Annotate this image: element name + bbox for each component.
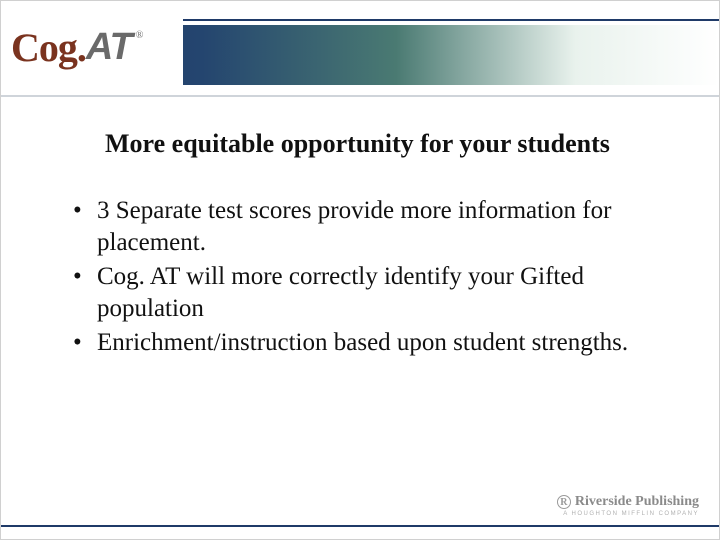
registered-icon: ®: [136, 30, 144, 41]
header-underline: [1, 95, 719, 97]
list-item: Enrichment/instruction based upon studen…: [67, 327, 659, 359]
logo-cog: Cog.: [11, 28, 86, 68]
brand-logo: Cog. AT ®: [1, 1, 183, 95]
list-item: 3 Separate test scores provide more info…: [67, 195, 659, 259]
bottom-divider: [1, 525, 719, 527]
publisher-mark-icon: R: [557, 495, 571, 509]
publisher-subtitle: A HOUGHTON MIFFLIN COMPANY: [563, 511, 699, 517]
slide: Cog. AT ® More equitable opportunity for…: [0, 0, 720, 540]
brand-logo-text: Cog. AT ®: [11, 28, 143, 68]
list-item: Cog. AT will more correctly identify you…: [67, 261, 659, 325]
publisher-logo: R Riverside Publishing A HOUGHTON MIFFLI…: [557, 494, 699, 517]
bullet-list: 3 Separate test scores provide more info…: [67, 195, 659, 361]
slide-title: More equitable opportunity for your stud…: [105, 129, 610, 159]
publisher-row: R Riverside Publishing: [557, 494, 699, 510]
logo-at: AT: [86, 28, 132, 66]
publisher-name: Riverside Publishing: [575, 494, 699, 510]
